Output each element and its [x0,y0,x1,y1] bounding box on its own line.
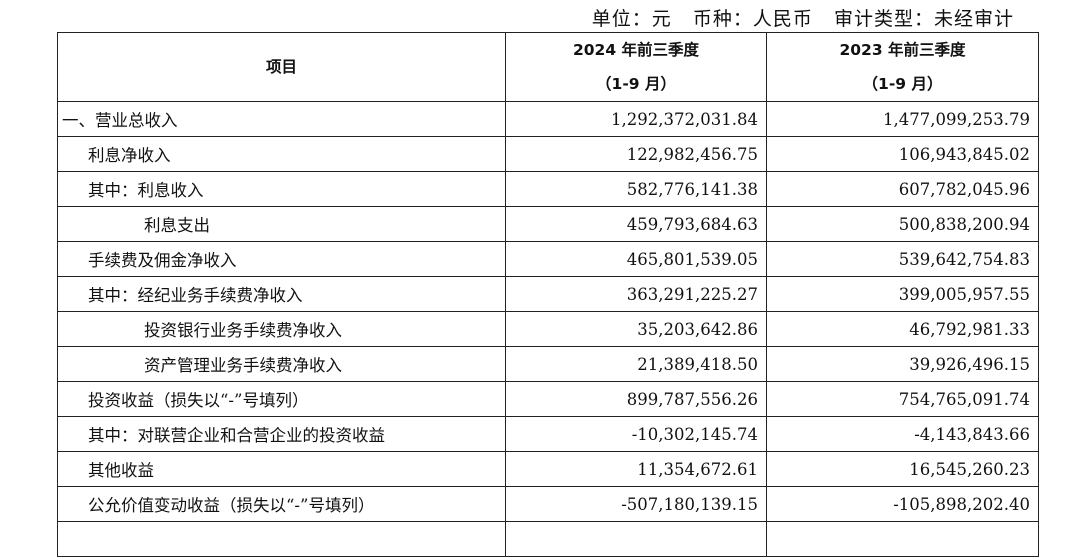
table-row: 利息净收入 122,982,456.75 106,943,845.02 [57,136,1039,172]
header-2023-title: 2023 年前三季度 [839,41,966,59]
value-2023: 399,005,957.55 [766,276,1039,312]
row-label: 利息净收入 [57,136,506,172]
table-row: 手续费及佣金净收入 465,801,539.05 539,642,754.83 [57,241,1039,277]
row-label: 利息支出 [57,206,506,242]
value-2023: 754,765,091.74 [766,381,1039,417]
value-2024: 35,203,642.86 [505,311,767,347]
table-row: 公允价值变动收益（损失以“-”号填列） -507,180,139.15 -105,8… [57,486,1039,522]
table-row-cutoff [57,521,1039,557]
value-2024: 122,982,456.75 [505,136,767,172]
value-2024: 459,793,684.63 [505,206,767,242]
value-2023: 539,642,754.83 [766,241,1039,277]
table-row: 其中：经纪业务手续费净收入 363,291,225.27 399,005,957.5… [57,276,1039,312]
value-2023: 607,782,045.96 [766,171,1039,207]
value-2024: 11,354,672.61 [505,451,767,487]
value-2024 [505,521,767,557]
value-2024: 582,776,141.38 [505,171,767,207]
table-row: 资产管理业务手续费净收入 21,389,418.50 39,926,496.15 [57,346,1039,382]
value-2023: 500,838,200.94 [766,206,1039,242]
table-row: 其他收益 11,354,672.61 16,545,260.23 [57,451,1039,487]
value-2023: 106,943,845.02 [766,136,1039,172]
row-label: 其他收益 [57,451,506,487]
value-2024: 363,291,225.27 [505,276,767,312]
row-label: 资产管理业务手续费净收入 [57,346,506,382]
header-2024-period: （1-9 月） [596,75,676,93]
row-label: 其中：对联营企业和合营企业的投资收益 [57,416,506,452]
header-2024-title: 2024 年前三季度 [572,41,700,59]
row-label: 手续费及佣金净收入 [57,241,506,277]
row-label: 其中：经纪业务手续费净收入 [57,276,506,312]
value-2024: 1,292,372,031.84 [505,101,767,137]
table-row: 利息支出 459,793,684.63 500,838,200.94 [57,206,1039,242]
value-2024: -10,302,145.74 [505,416,767,452]
value-2024: 465,801,539.05 [505,241,767,277]
row-label [57,521,506,557]
value-2023: -105,898,202.40 [766,486,1039,522]
table-row: 其中：对联营企业和合营企业的投资收益 -10,302,145.74 -4,143,8… [57,416,1039,452]
table-row: 投资收益（损失以“-”号填列） 899,787,556.26 754,765,091… [57,381,1039,417]
header-2023: 2023 年前三季度 （1-9 月） [766,32,1039,102]
value-2023: 46,792,981.33 [766,311,1039,347]
value-2024: -507,180,139.15 [505,486,767,522]
row-label: 一、营业总收入 [57,101,506,137]
row-label: 投资银行业务手续费净收入 [57,311,506,347]
value-2023: 1,477,099,253.79 [766,101,1039,137]
row-label: 公允价值变动收益（损失以“-”号填列） [57,486,506,522]
value-2024: 899,787,556.26 [505,381,767,417]
row-label: 其中：利息收入 [57,171,506,207]
value-2023: 16,545,260.23 [766,451,1039,487]
value-2023 [766,521,1039,557]
table-row: 投资银行业务手续费净收入 35,203,642.86 46,792,981.33 [57,311,1039,347]
value-2023: 39,926,496.15 [766,346,1039,382]
table-header: 项目 2024 年前三季度 （1-9 月） 2023 年前三季度 （1-9 月） [57,32,1039,102]
table-row: 一、营业总收入 1,292,372,031.84 1,477,099,253.79 [57,101,1039,137]
income-statement-table: 项目 2024 年前三季度 （1-9 月） 2023 年前三季度 （1-9 月） 一… [57,32,1039,557]
row-label: 投资收益（损失以“-”号填列） [57,381,506,417]
report-meta: 单位：元 币种：人民币 审计类型：未经审计 [591,8,1014,30]
value-2024: 21,389,418.50 [505,346,767,382]
table-row: 其中：利息收入 582,776,141.38 607,782,045.96 [57,171,1039,207]
value-2023: -4,143,843.66 [766,416,1039,452]
header-2024: 2024 年前三季度 （1-9 月） [505,32,767,102]
header-item: 项目 [57,32,506,102]
header-2023-period: （1-9 月） [862,75,943,93]
